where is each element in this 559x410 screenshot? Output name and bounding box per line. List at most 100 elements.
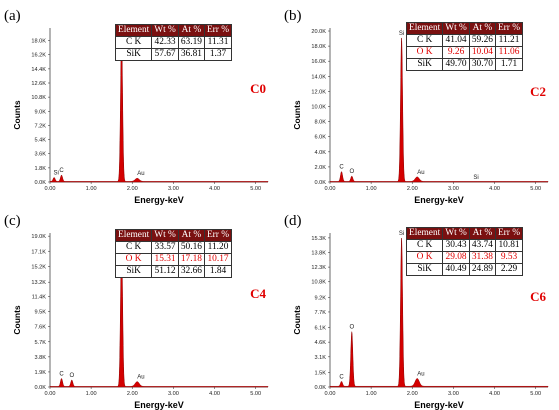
y-tick-label: 9.2K — [314, 295, 326, 301]
panel-label: (d) — [284, 213, 302, 229]
value-cell: 40.49 — [442, 263, 470, 276]
value-cell: 59.26 — [468, 34, 496, 47]
table-header-cell: Err % — [494, 227, 524, 240]
element-cell: C K — [405, 34, 444, 47]
peak-label: O — [349, 325, 354, 331]
x-tick-label: 3.00 — [448, 391, 459, 397]
y-tick-label: 16.2K — [31, 53, 46, 59]
x-tick-label: 2.00 — [407, 391, 418, 397]
value-cell: 29.08 — [442, 251, 470, 264]
value-cell: 1.71 — [494, 58, 524, 71]
y-tick-label: 10.8K — [31, 95, 46, 101]
table-header-row: Element Wt % At % Err % — [114, 24, 233, 37]
element-cell: SiK — [405, 58, 444, 71]
panel-label: (a) — [4, 8, 21, 24]
y-tick-label: 8.0K — [314, 120, 326, 126]
eds-panel-a: (a) 0.0K 1.8K 3.6K 5.4K 7.2K 9.0K 10.8K 12.6K 14.… — [0, 0, 279, 205]
table-row: C K 30.43 43.74 10.81 — [405, 239, 524, 252]
x-tick-label: 4.00 — [209, 391, 220, 397]
table-header-cell: At % — [177, 24, 205, 37]
value-cell: 33.57 — [151, 241, 179, 254]
value-cell: 9.53 — [494, 251, 524, 264]
x-tick-label: 5.00 — [250, 186, 261, 192]
sample-label: C4 — [250, 286, 266, 301]
peak-label: Si — [53, 170, 58, 176]
peak-label: C — [59, 371, 64, 377]
y-tick-label: 0.0K — [34, 385, 46, 391]
x-tick-label: 5.00 — [250, 391, 261, 397]
spectrum-area — [49, 238, 269, 388]
y-tick-label: 16.0K — [311, 59, 326, 65]
sample-label: C2 — [530, 84, 546, 99]
composition-table: Element Wt % At % Err % C K 30.43 43.74 10.81 O … — [405, 227, 524, 276]
table-row: SiK 57.67 36.81 1.37 — [114, 48, 233, 61]
element-cell: O K — [114, 253, 153, 266]
y-tick-label: 9.0K — [34, 109, 46, 115]
value-cell: 11.20 — [203, 241, 233, 254]
composition-table: Element Wt % At % Err % C K 33.57 50.16 11.20 O … — [114, 229, 233, 278]
y-tick-label: 19.0K — [31, 234, 46, 240]
y-tick-label: 11.4K — [32, 295, 46, 301]
y-tick-label: 17.1K — [31, 249, 46, 255]
x-tick-label: 2.00 — [127, 391, 138, 397]
x-tick-label: 1.00 — [366, 186, 377, 192]
element-cell: C K — [405, 239, 444, 252]
peak-label: O — [349, 169, 354, 175]
element-cell: SiK — [405, 263, 444, 276]
y-axis-title: Counts — [292, 305, 302, 335]
x-tick-label: 0.00 — [45, 186, 56, 192]
peak-label: C — [59, 168, 64, 174]
x-tick-label: 3.00 — [448, 186, 459, 192]
eds-panel-c: (c) 0.0K 1.9K 3.8K 5.7K 7.6K 9.5K 11.4K 13.2K 15.… — [0, 205, 279, 410]
panel-label: (c) — [4, 213, 21, 229]
y-tick-label: 13.8K — [311, 250, 326, 256]
table-row: SiK 49.70 30.70 1.71 — [405, 58, 524, 71]
eds-panel-b: (b) 0.0K 2.0K 4.0K 6.0K 8.0K 10.0K 12.0K 14.0K 16… — [280, 0, 559, 205]
y-tick-label: 18.0K — [31, 39, 46, 45]
value-cell: 9.26 — [442, 46, 470, 59]
y-axis-title: Counts — [12, 305, 22, 335]
value-cell: 10.81 — [494, 239, 524, 252]
y-tick-label: 6.1K — [314, 326, 326, 332]
table-header-cell: Err % — [494, 22, 524, 35]
table-header-cell: At % — [468, 227, 496, 240]
peak-label: Au — [417, 170, 424, 176]
eds-panel-d: (d) 0.0K 1.5K 3.1K 4.6K 6.1K 7.7K 9.2K 10.8K 12.3… — [280, 205, 559, 410]
y-tick-label: 4.6K — [314, 340, 326, 346]
value-cell: 50.16 — [177, 241, 205, 254]
x-tick-label: 4.00 — [489, 391, 500, 397]
value-cell: 24.89 — [468, 263, 496, 276]
element-cell: C K — [114, 36, 153, 49]
table-row: O K 9.26 10.04 11.06 — [405, 46, 524, 59]
y-tick-label: 4.0K — [314, 150, 326, 156]
x-tick-label: 0.00 — [325, 186, 336, 192]
table-header-row: Element Wt % At % Err % — [405, 22, 524, 35]
x-axis-title: Energy-keV — [134, 195, 184, 205]
x-tick-label: 0.00 — [45, 391, 56, 397]
y-axis-title: Counts — [12, 100, 22, 130]
element-cell: O K — [405, 251, 444, 264]
peak-label: C — [339, 165, 344, 171]
table-header-cell: At % — [468, 22, 496, 35]
y-tick-label: 12.6K — [31, 81, 46, 87]
value-cell: 32.66 — [177, 265, 205, 278]
value-cell: 10.04 — [468, 46, 496, 59]
panel-label: (b) — [284, 8, 302, 24]
y-tick-label: 14.0K — [311, 74, 326, 80]
y-tick-label: 3.1K — [314, 355, 326, 361]
x-tick-label: 1.00 — [366, 391, 377, 397]
value-cell: 17.18 — [177, 253, 205, 266]
table-row: O K 15.31 17.18 10.17 — [114, 253, 233, 266]
eds-spectrum-c: (c) 0.0K 1.9K 3.8K 5.7K 7.6K 9.5K 11.4K 13.2K 15.… — [4, 213, 269, 410]
y-tick-label: 0.0K — [314, 180, 326, 186]
table-header-row: Element Wt % At % Err % — [405, 227, 524, 240]
spectrum-area — [329, 37, 549, 183]
spectrum-area — [49, 35, 269, 183]
value-cell: 36.81 — [177, 48, 205, 61]
spectrum-area — [329, 238, 549, 388]
table-row: O K 29.08 31.38 9.53 — [405, 251, 524, 264]
value-cell: 1.84 — [203, 265, 233, 278]
y-tick-label: 14.4K — [31, 67, 46, 73]
y-tick-label: 9.5K — [34, 310, 46, 316]
value-cell: 43.74 — [468, 239, 496, 252]
